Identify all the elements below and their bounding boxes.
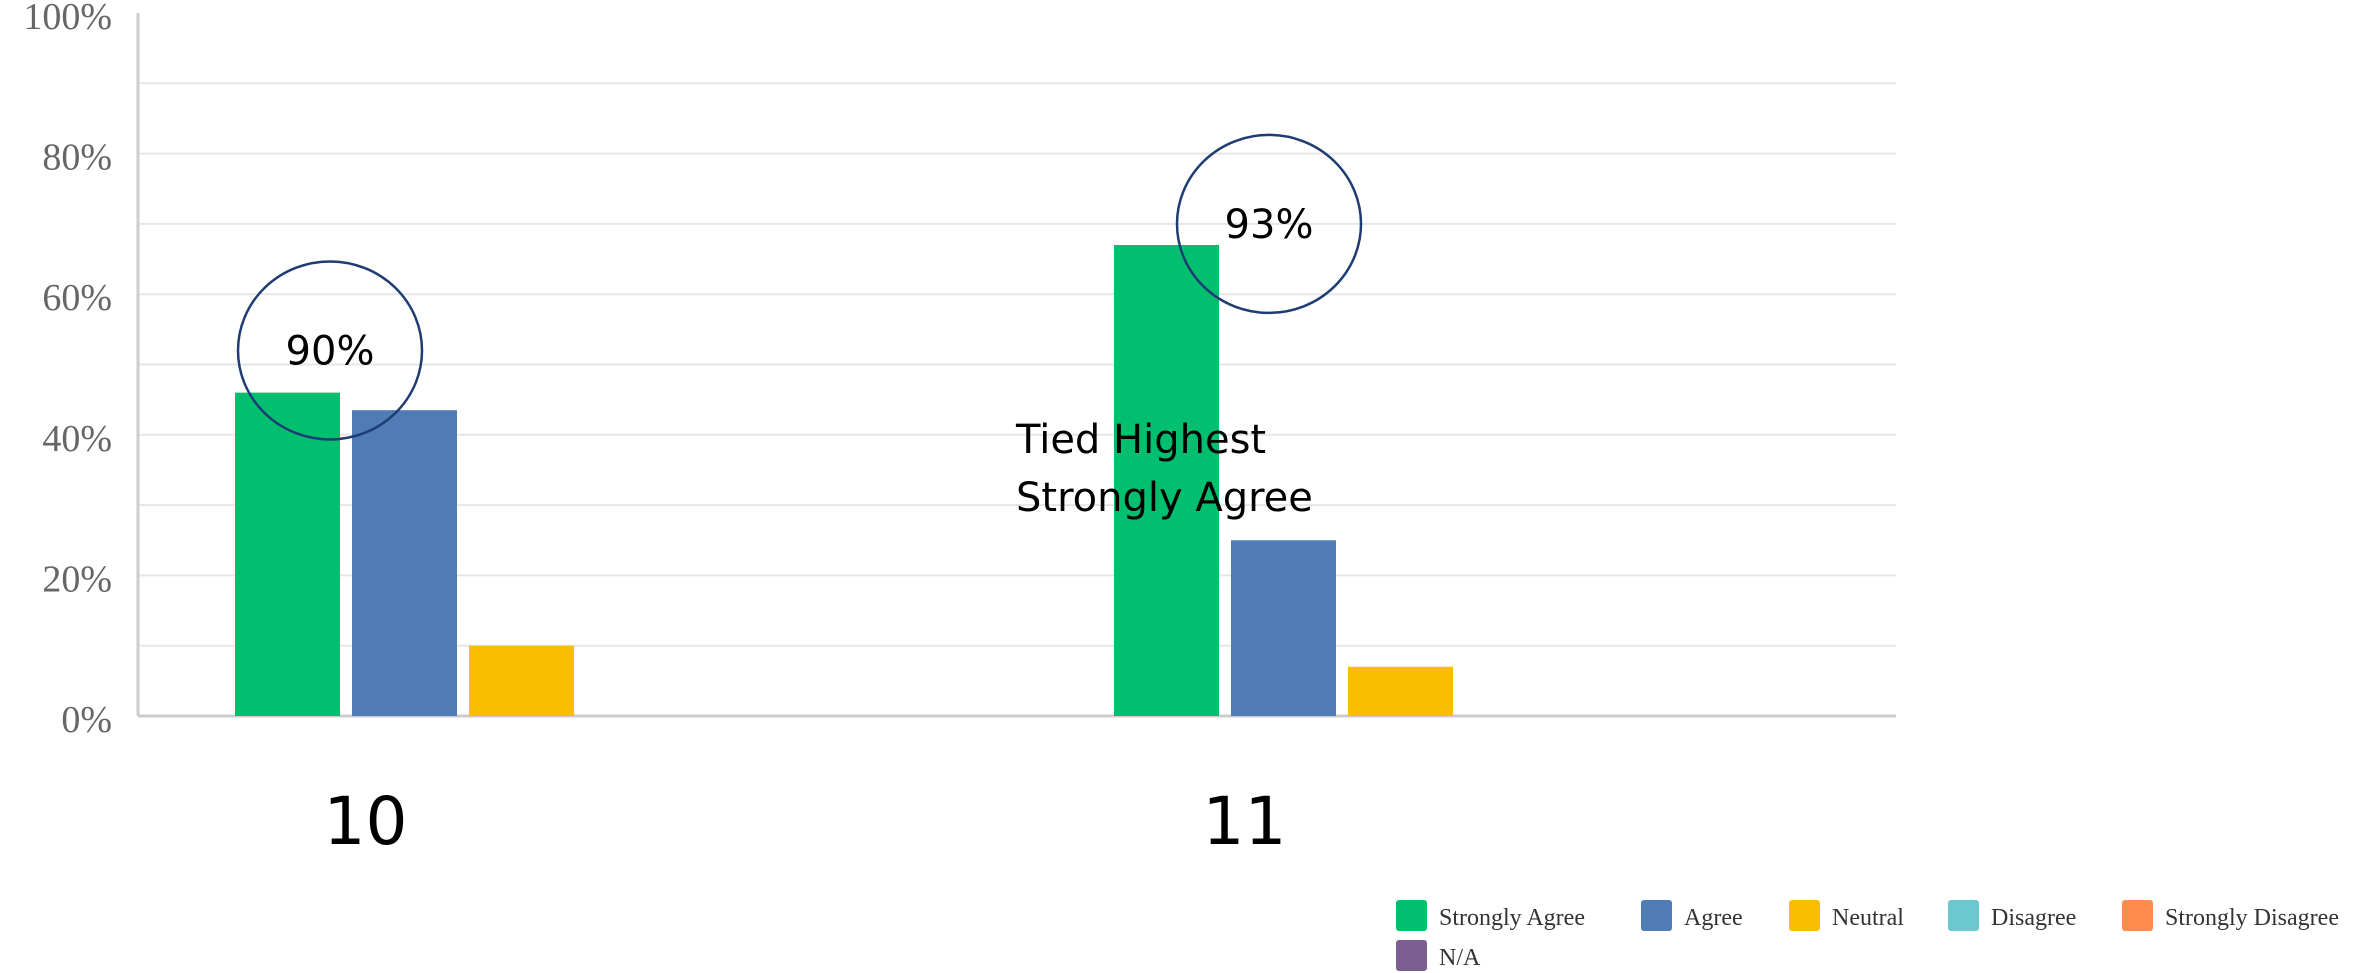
legend-swatch-strongly-disagree bbox=[2122, 900, 2153, 931]
legend-label: Disagree bbox=[1991, 905, 2076, 931]
y-tick-label: 100% bbox=[23, 0, 112, 38]
legend-label: Strongly Agree bbox=[1439, 905, 1585, 931]
legend-swatch-n-a bbox=[1396, 940, 1427, 971]
annotations: 90% 93% Tied Highest Strongly Agree bbox=[236, 133, 1363, 521]
category-label: 10 bbox=[324, 783, 408, 860]
bars bbox=[235, 244, 1453, 717]
annotation-circle bbox=[236, 260, 424, 441]
bar-neutral-11 bbox=[1348, 666, 1453, 716]
y-tick-label: 0% bbox=[61, 699, 112, 741]
y-tick-label: 20% bbox=[42, 558, 112, 600]
legend-label: Strongly Disagree bbox=[2165, 905, 2339, 931]
bar-agree-10 bbox=[352, 410, 457, 716]
category-labels: 10 11 bbox=[324, 783, 1287, 860]
annotation-circle bbox=[1175, 133, 1363, 315]
legend-swatch-neutral bbox=[1789, 900, 1820, 931]
y-tick-labels: 0% 20% 40% 60% 80% 100% bbox=[23, 0, 112, 741]
legend: Strongly Agree Agree Neutral Disagree Strong… bbox=[1396, 900, 2339, 971]
legend-swatch-disagree bbox=[1948, 900, 1979, 931]
bar-strongly-agree-11 bbox=[1114, 244, 1219, 717]
annotation-value-label: 90% bbox=[286, 328, 375, 374]
annotation-note: Tied Highest bbox=[1015, 417, 1266, 463]
y-tick-label: 60% bbox=[42, 277, 112, 319]
y-tick-label: 80% bbox=[42, 137, 112, 179]
legend-label: N/A bbox=[1439, 945, 1481, 971]
legend-swatch-strongly-agree bbox=[1396, 900, 1427, 931]
legend-label: Neutral bbox=[1832, 905, 1904, 931]
bar-agree-11 bbox=[1231, 540, 1336, 716]
legend-label: Agree bbox=[1684, 905, 1743, 931]
bar-strongly-agree-10 bbox=[235, 392, 340, 716]
bar-neutral-10 bbox=[469, 645, 574, 716]
category-label: 11 bbox=[1203, 783, 1287, 860]
annotation-value-label: 93% bbox=[1225, 202, 1314, 248]
legend-swatch-agree bbox=[1641, 900, 1672, 931]
annotation-note: Strongly Agree bbox=[1016, 475, 1313, 521]
y-tick-label: 40% bbox=[42, 418, 112, 460]
